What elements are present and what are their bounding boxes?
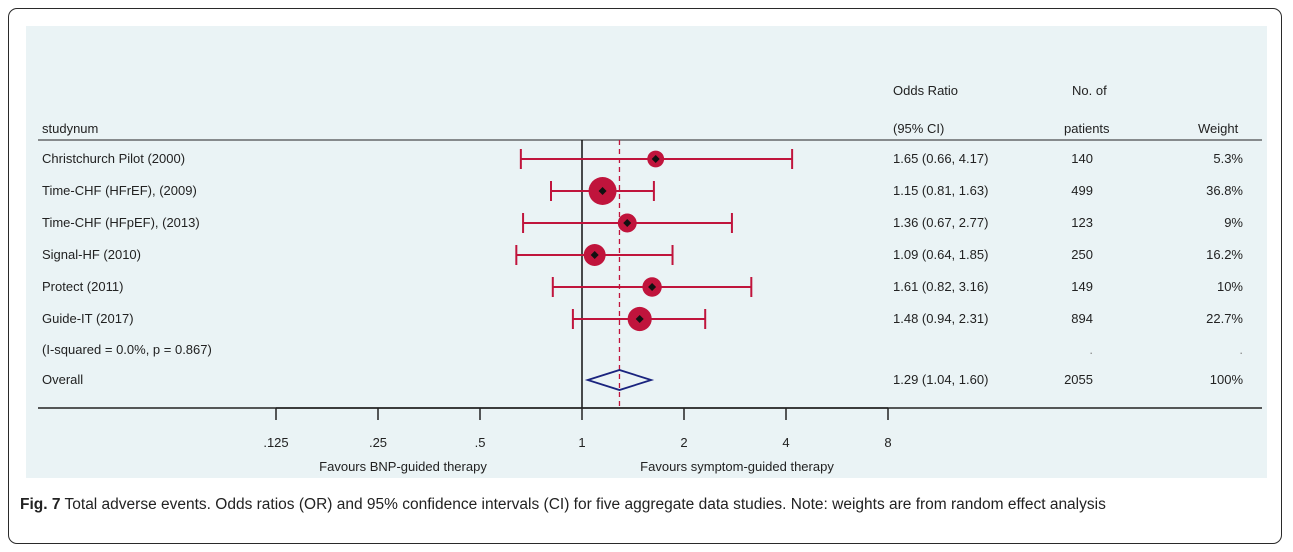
heterogeneity-label: (I-squared = 0.0%, p = 0.867) (42, 342, 212, 357)
x-tick-label: .25 (368, 435, 388, 450)
row-n: 123 (1071, 215, 1093, 230)
plot-panel (26, 26, 1267, 478)
figure-caption: Fig. 7 Total adverse events. Odds ratios… (20, 494, 1270, 516)
x-tick-label: .5 (474, 435, 486, 450)
overall-ci-text: 1.29 (1.04, 1.60) (893, 372, 989, 387)
row-weight: 10% (1216, 279, 1243, 294)
row-label: Time-CHF (HFpEF), (2013) (42, 215, 200, 230)
row-n: 149 (1071, 279, 1093, 294)
row-ci-text: 1.48 (0.94, 2.31) (893, 311, 989, 326)
row-ci-text: 1.61 (0.82, 3.16) (893, 279, 989, 294)
caption-label: Fig. 7 (20, 496, 61, 513)
col-head-n-line2: patients (1064, 121, 1110, 136)
row-ci-text: 1.36 (0.67, 2.77) (893, 215, 989, 230)
row-weight: 22.7% (1206, 311, 1243, 326)
heterogeneity-n: . (1089, 342, 1093, 357)
x-tick-label: .125 (263, 435, 289, 450)
x-tick-label: 4 (782, 435, 790, 450)
x-tick-label: 1 (578, 435, 586, 450)
col-head-n-line1: No. of (1072, 83, 1107, 98)
point-estimate (590, 251, 599, 259)
heterogeneity-weight: . (1239, 342, 1243, 357)
caption-text: Total adverse events. Odds ratios (OR) a… (60, 496, 1106, 513)
point-estimate (635, 315, 644, 323)
point-estimate (623, 219, 632, 227)
row-label: Time-CHF (HFrEF), (2009) (42, 183, 197, 198)
col-head-or-line1: Odds Ratio (893, 83, 959, 98)
point-estimate (598, 187, 607, 195)
x-tick-label: 8 (884, 435, 892, 450)
overall-diamond (584, 369, 655, 391)
overall-n: 2055 (1064, 372, 1093, 387)
col-head-study: studynum (42, 121, 99, 136)
col-head-or-line2: (95% CI) (893, 121, 945, 136)
row-n: 894 (1071, 311, 1093, 326)
row-n: 140 (1071, 151, 1093, 166)
overall-label: Overall (42, 372, 84, 387)
row-weight: 9% (1224, 215, 1243, 230)
point-estimate (651, 155, 660, 163)
row-label: Protect (2011) (42, 279, 124, 294)
favours-right-label: Favours symptom-guided therapy (640, 459, 834, 474)
row-weight: 5.3% (1213, 151, 1243, 166)
row-ci-text: 1.65 (0.66, 4.17) (893, 151, 989, 166)
row-ci-text: 1.09 (0.64, 1.85) (893, 247, 989, 262)
overall-weight: 100% (1209, 372, 1243, 387)
col-head-weight: Weight (1198, 121, 1239, 136)
row-n: 250 (1071, 247, 1093, 262)
favours-left-label: Favours BNP-guided therapy (319, 459, 487, 474)
row-label: Guide-IT (2017) (42, 311, 134, 326)
row-weight: 16.2% (1206, 247, 1243, 262)
point-estimate (648, 283, 657, 291)
row-n: 499 (1071, 183, 1093, 198)
row-label: Signal-HF (2010) (42, 247, 141, 262)
row-label: Christchurch Pilot (2000) (42, 151, 186, 166)
row-weight: 36.8% (1206, 183, 1243, 198)
x-tick-label: 2 (680, 435, 688, 450)
row-ci-text: 1.15 (0.81, 1.63) (893, 183, 989, 198)
